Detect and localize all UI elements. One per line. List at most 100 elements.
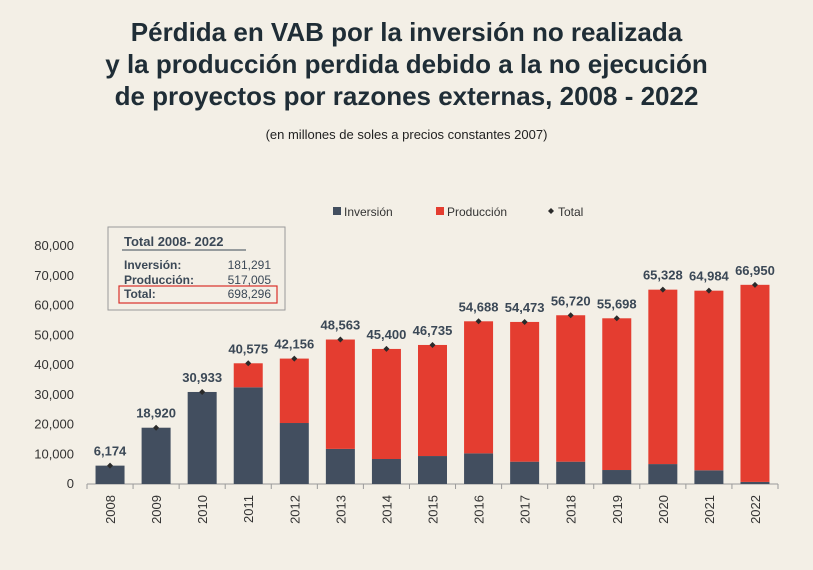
title-line-1: Pérdida en VAB por la inversión no reali…: [130, 17, 683, 47]
legend-swatch-inversion: [333, 207, 341, 215]
summary-total-highlight: [118, 285, 278, 304]
x-tick-label: 2011: [241, 495, 256, 523]
total-data-label: 6,174: [94, 444, 127, 459]
total-marker: [245, 360, 252, 367]
title-line-3: de proyectos por razones externas, 2008 …: [114, 81, 699, 111]
x-tick-label: 2014: [379, 495, 394, 524]
bar-inversion: [694, 470, 724, 484]
bar-produccion: [279, 358, 309, 424]
total-data-label: 56,720: [551, 293, 591, 308]
bar-inversion: [233, 387, 263, 484]
bar-produccion: [740, 284, 770, 482]
y-tick-label: 10,000: [34, 446, 74, 461]
bar-produccion: [648, 289, 678, 465]
chart-subtitle: (en millones de soles a precios constant…: [265, 127, 548, 142]
y-tick-label: 80,000: [34, 238, 74, 253]
summary-row-label: Total:: [124, 287, 156, 301]
total-marker: [705, 287, 712, 294]
summary-box: [107, 226, 286, 311]
total-data-label: 46,735: [413, 323, 453, 338]
bar-inversion: [648, 464, 678, 484]
total-data-label: 40,575: [228, 341, 268, 356]
total-marker: [291, 355, 298, 362]
total-marker: [613, 315, 620, 322]
bar-inversion: [602, 470, 632, 484]
total-data-label: 55,698: [597, 296, 637, 311]
total-marker: [383, 345, 390, 352]
x-tick-label: 2016: [472, 495, 487, 524]
summary-row-label: Inversión:: [124, 258, 181, 272]
total-data-label: 54,688: [459, 299, 499, 314]
total-marker: [751, 281, 758, 288]
total-data-label: 65,328: [643, 268, 683, 283]
y-tick-label: 70,000: [34, 268, 74, 283]
x-tick-label: 2010: [195, 495, 210, 524]
total-marker: [107, 462, 114, 469]
y-tick-label: 50,000: [34, 327, 74, 342]
bar-produccion: [464, 321, 494, 454]
total-marker: [521, 318, 528, 325]
bar-produccion: [233, 363, 263, 388]
bar-inversion: [95, 465, 125, 484]
y-tick-label: 30,000: [34, 387, 74, 402]
x-tick-label: 2008: [103, 495, 118, 524]
x-tick-label: 2009: [149, 495, 164, 524]
summary-row-value: 698,296: [228, 287, 272, 301]
bar-inversion: [187, 391, 217, 484]
total-data-label: 54,473: [505, 300, 545, 315]
total-marker: [429, 341, 436, 348]
legend-swatch-produccion: [436, 207, 444, 215]
x-tick-label: 2018: [564, 495, 579, 524]
legend-label-inversion: Inversión: [344, 205, 393, 219]
chart-title: Pérdida en VAB por la inversión no reali…: [0, 16, 813, 112]
total-data-label: 66,950: [735, 263, 775, 278]
legend-label-total: Total: [558, 205, 583, 219]
bar-inversion: [325, 448, 355, 484]
total-data-label: 64,984: [689, 269, 730, 284]
bar-inversion: [418, 456, 447, 484]
bar-produccion: [556, 315, 586, 462]
bar-inversion: [510, 461, 540, 484]
total-marker: [475, 318, 482, 325]
total-data-label: 30,933: [182, 370, 222, 385]
total-data-label: 18,920: [136, 406, 176, 421]
bar-inversion: [464, 453, 494, 484]
y-tick-label: 40,000: [34, 357, 74, 372]
y-tick-label: 60,000: [34, 298, 74, 313]
total-marker: [337, 336, 344, 343]
x-tick-label: 2020: [656, 495, 671, 524]
bar-inversion: [141, 427, 171, 484]
bar-inversion: [371, 459, 401, 484]
bar-inversion: [556, 461, 586, 484]
x-tick-label: 2015: [426, 495, 441, 524]
summary-row-value: 181,291: [228, 258, 272, 272]
bar-produccion: [510, 321, 540, 462]
x-tick-label: 2017: [518, 495, 533, 524]
title-line-2: y la producción perdida debido a la no e…: [105, 49, 708, 79]
bar-produccion: [371, 348, 401, 460]
bar-inversion: [279, 423, 309, 484]
x-tick-label: 2012: [287, 495, 302, 524]
bar-produccion: [602, 318, 632, 471]
total-data-label: 42,156: [274, 337, 314, 352]
total-marker: [659, 286, 666, 293]
total-data-label: 45,400: [367, 327, 407, 342]
total-data-label: 48,563: [320, 318, 360, 333]
bar-produccion: [325, 339, 355, 449]
bar-produccion: [418, 344, 447, 457]
x-tick-label: 2022: [748, 495, 763, 524]
total-marker: [199, 388, 206, 395]
summary-row-label: Producción:: [124, 273, 194, 287]
legend-label-produccion: Producción: [447, 205, 507, 219]
total-marker: [153, 424, 160, 431]
bar-produccion: [694, 290, 724, 471]
x-tick-label: 2019: [610, 495, 625, 524]
total-marker: [567, 312, 574, 319]
y-tick-label: 20,000: [34, 417, 74, 432]
legend-marker-total: [548, 208, 554, 214]
summary-row-value: 517,005: [228, 273, 272, 287]
x-tick-label: 2021: [702, 495, 717, 524]
y-tick-label: 0: [67, 476, 74, 491]
summary-heading: Total 2008- 2022: [124, 234, 223, 249]
